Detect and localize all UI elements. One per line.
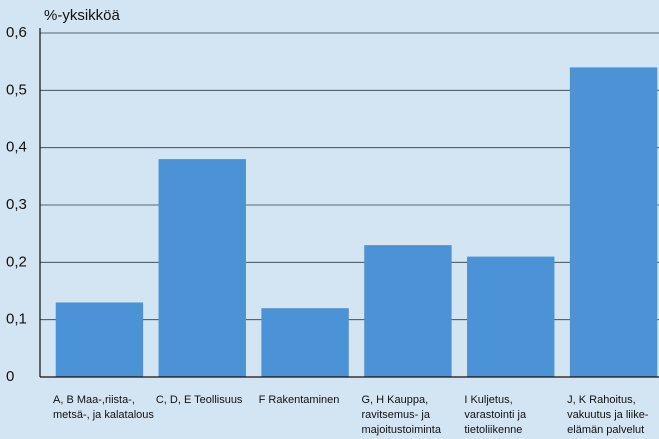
bar — [55, 302, 144, 377]
y-tick-label: 0,2 — [6, 253, 27, 270]
bar — [261, 308, 349, 377]
bar — [158, 159, 246, 377]
x-tick-label: F Rakentaminen — [259, 394, 340, 406]
x-tick-label: elämän palvelut — [567, 424, 644, 436]
x-tick-label: vakuutus ja liike- — [567, 409, 649, 421]
bar — [364, 245, 452, 377]
x-tick-label: metsä-, ja kalatalous — [53, 409, 154, 421]
x-tick-label: ravitsemus- ja — [362, 409, 431, 421]
y-tick-label: 0,6 — [6, 24, 27, 41]
y-tick-label: 0,3 — [6, 196, 27, 213]
x-tick-label: varastointi ja — [464, 409, 527, 421]
bar — [569, 67, 658, 378]
y-tick-label: 0 — [6, 368, 14, 385]
x-tick-label: tietoliikenne — [464, 424, 522, 436]
x-tick-label: I Kuljetus, — [464, 394, 512, 406]
x-tick-label: majoitustoiminta — [362, 424, 442, 436]
bar — [467, 256, 555, 377]
x-tick-label: C, D, E Teollisuus — [156, 394, 243, 406]
x-tick-label: A, B Maa-,riista-, — [53, 394, 135, 406]
y-axis-label: %-yksikköä — [44, 7, 121, 24]
x-tick-label: J, K Rahoitus, — [567, 394, 635, 406]
y-tick-label: 0,5 — [6, 81, 27, 98]
x-tick-label: G, H Kauppa, — [362, 394, 429, 406]
y-tick-label: 0,1 — [6, 311, 27, 328]
y-tick-label: 0,4 — [6, 139, 27, 156]
